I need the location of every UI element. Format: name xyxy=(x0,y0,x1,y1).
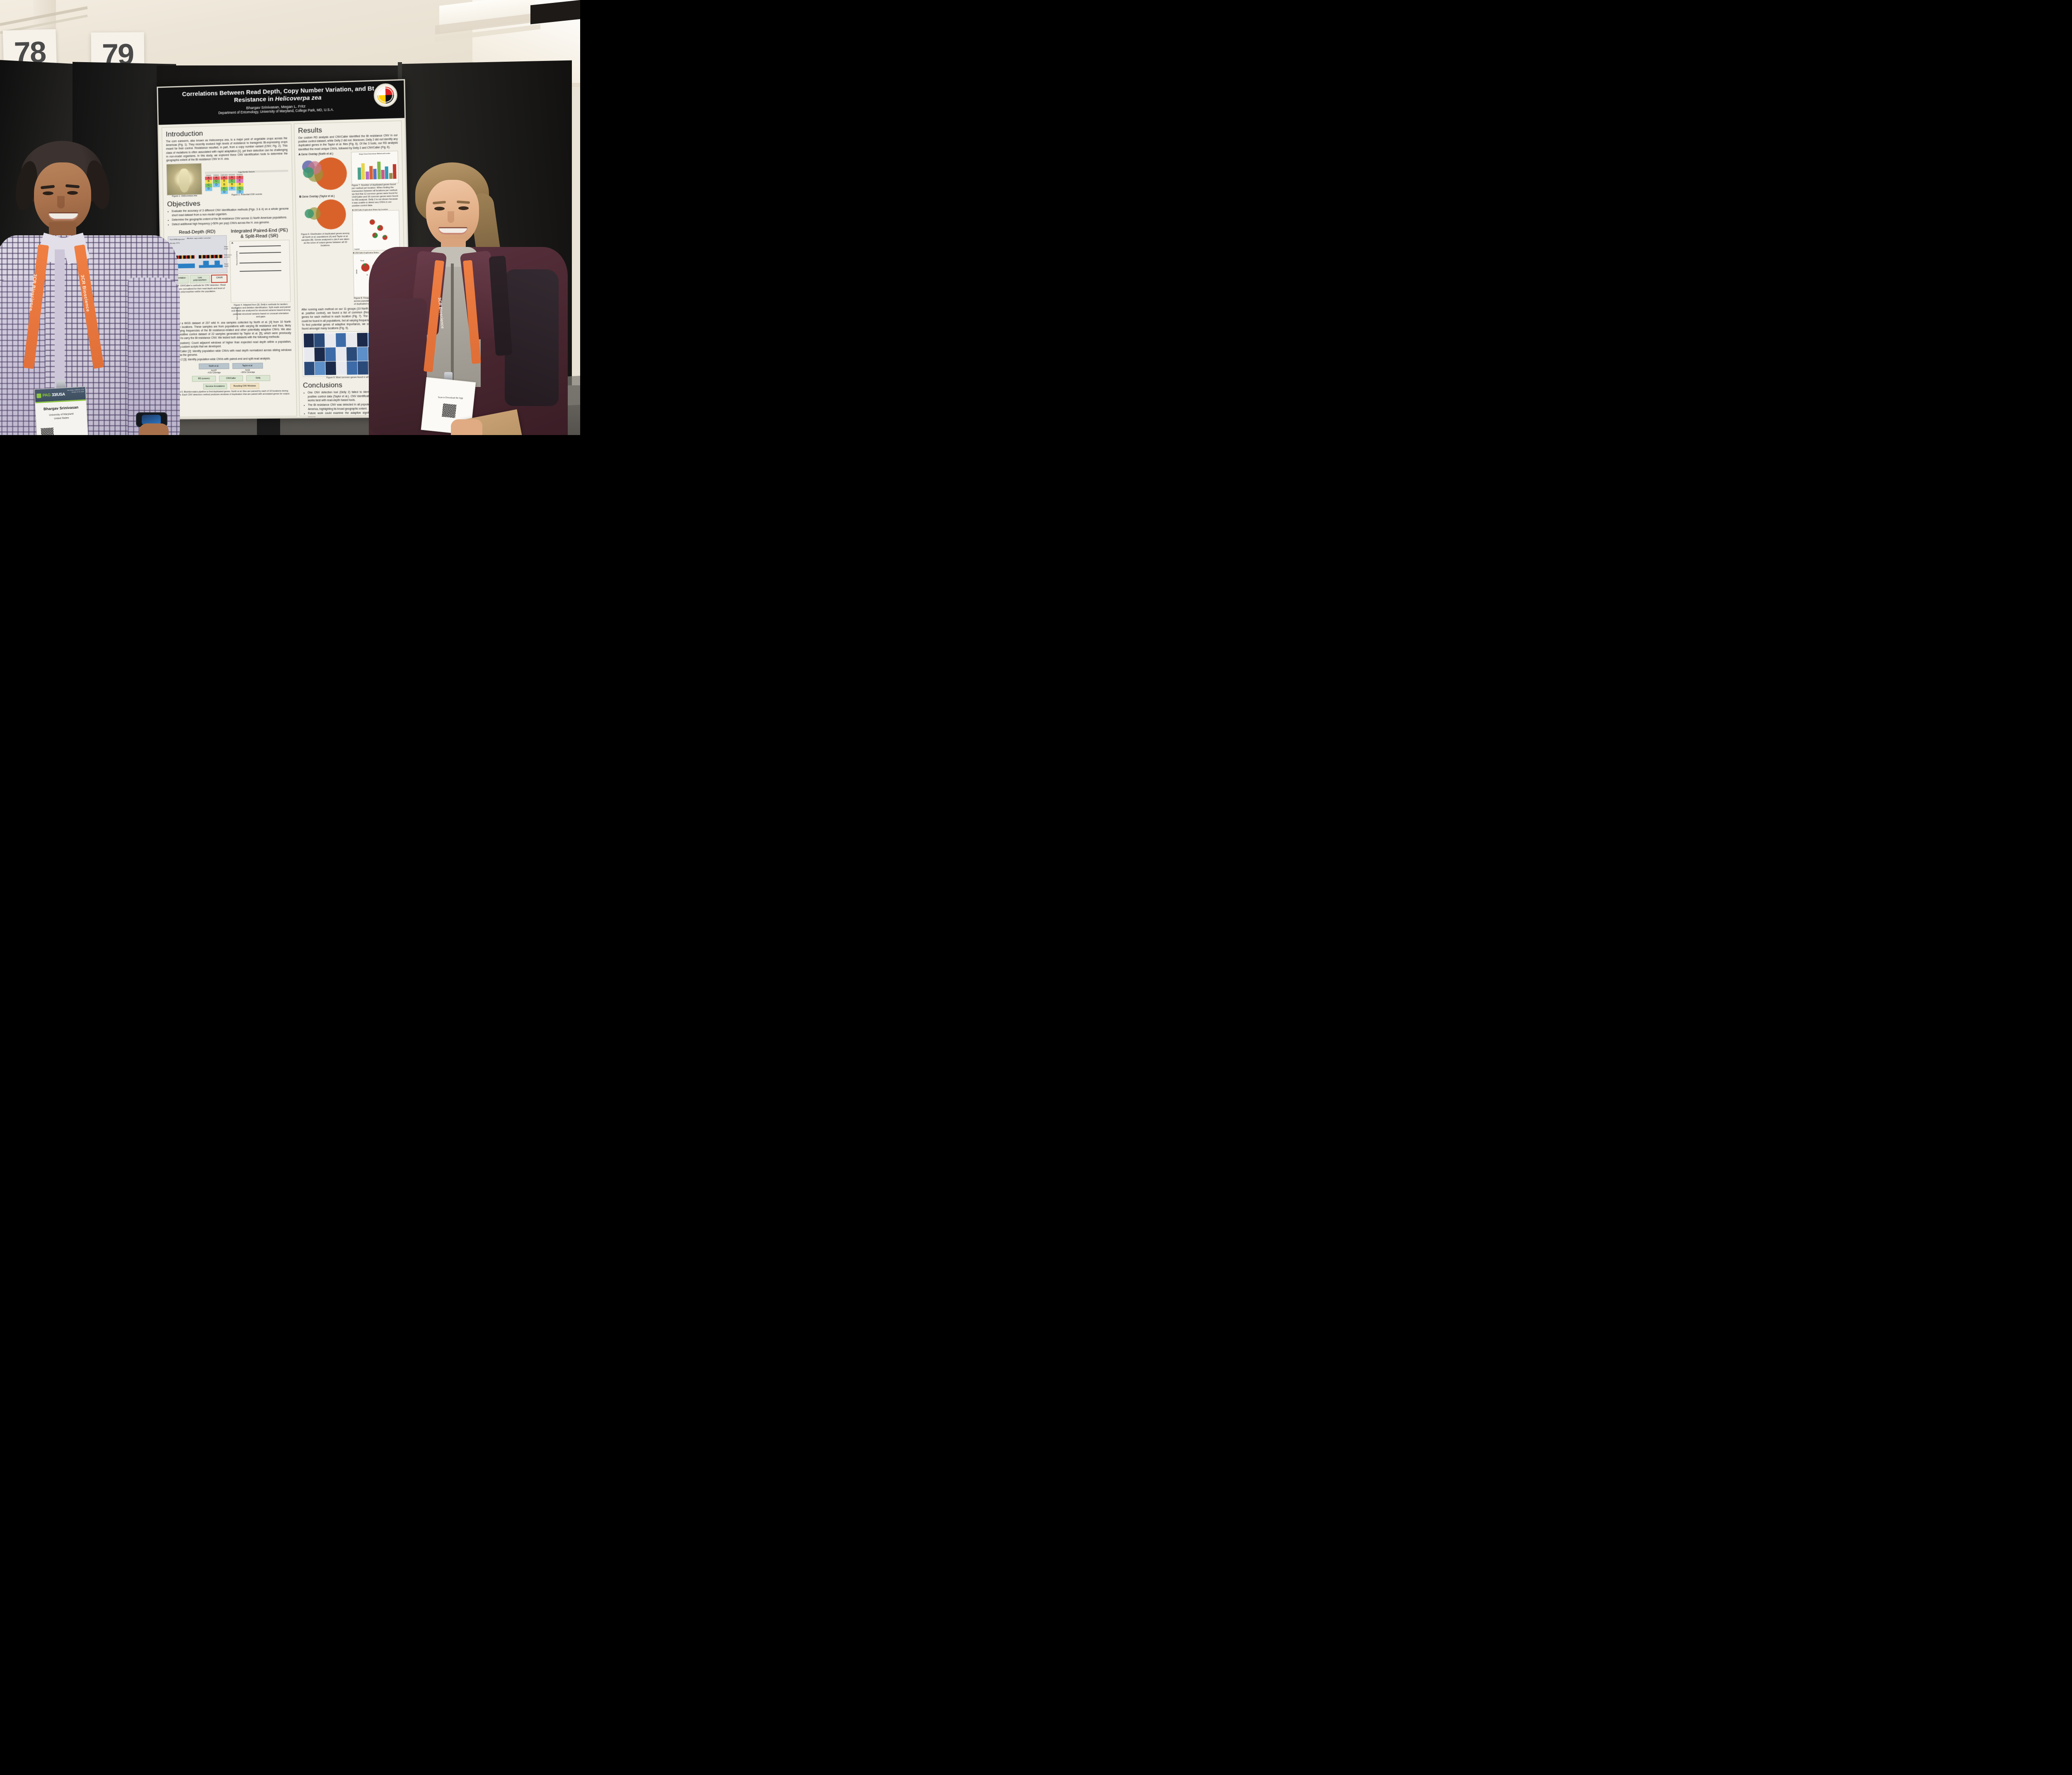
eye xyxy=(458,206,469,210)
rd-box-cnvr: CNVR xyxy=(211,274,228,283)
section-heading-results: Results xyxy=(298,126,322,135)
flow-cov-north: ~6.5x Coverage xyxy=(207,371,221,374)
eye xyxy=(67,191,78,195)
flow-cov-taylor: ~18.6x Coverage xyxy=(240,371,255,373)
person-left-bhargav-srinivasan: 3CR Bioscience 3CR Bioscience PAG 33/USA… xyxy=(0,141,195,435)
flow-output-windows: Resulting CNV Windows xyxy=(230,383,259,389)
hand xyxy=(451,419,482,435)
smile xyxy=(438,227,467,235)
cnv-column: Deletion A C D xyxy=(213,174,220,194)
badge-edition: 33/USA xyxy=(51,392,65,397)
figure-6-venn-b xyxy=(299,197,350,233)
smartwatch-screen xyxy=(142,415,161,425)
badge-location: San Diego, California, USA January 11-15… xyxy=(67,389,85,393)
cnv-column: Insertion A E B C D xyxy=(236,173,244,194)
flow-genome-annotations: Genome Annotations xyxy=(203,383,227,389)
badge-logo-text: PAG xyxy=(42,392,51,398)
smile xyxy=(48,212,78,220)
flow-tool-delly: Delly xyxy=(246,375,270,381)
poster-title-species: Helicoverpa zea xyxy=(275,94,322,103)
badge-name: Bhargav Srinivasan xyxy=(43,405,79,411)
poster-header: Correlations Between Read Depth, Copy Nu… xyxy=(158,80,405,125)
figure-7-chart-title: Unique Genes Detected per Method and Loc… xyxy=(358,152,390,155)
figure-6-venn-a xyxy=(298,155,350,195)
zipper xyxy=(451,264,454,388)
badge-qr-code xyxy=(442,403,457,418)
hand xyxy=(139,423,169,435)
person-right-megan-fritz: 3CR Bioscience Scan to Download the App … xyxy=(352,162,568,435)
pag-leaf-logo-icon xyxy=(36,393,41,398)
cnv-column: Duplication A B B C D xyxy=(220,173,228,194)
cnv-column: Control A B C D xyxy=(205,174,213,195)
badge-organization: University of Maryland United States xyxy=(49,413,74,420)
badge-header: PAG 33/USA San Diego, California, USA Ja… xyxy=(34,387,86,402)
subheading-pe-sr: Integrated Paired-End (PE) & Split-Read … xyxy=(230,227,288,239)
figure-6-caption: Figure 6. Distribution of duplicated gen… xyxy=(301,232,350,247)
results-paragraph-1: Our custom RD analysis and CNVCaller ide… xyxy=(298,134,398,151)
cnv-column: Inversion A C B D xyxy=(228,173,236,191)
conference-photo-scene: 78 79 Correlations Between Read Depth, C… xyxy=(0,0,580,435)
badge-scan-text: Scan to Download the App xyxy=(438,396,463,400)
conference-badge: PAG 33/USA San Diego, California, USA Ja… xyxy=(34,386,89,435)
nose xyxy=(448,211,454,223)
eye xyxy=(434,207,445,210)
badge-qr-code xyxy=(41,428,54,435)
figure-4-caption: Figure 4. Adapted from [3]. Delly's meth… xyxy=(231,303,290,318)
flow-source-taylor: Taylor et al. xyxy=(232,363,263,369)
backpack xyxy=(505,269,559,406)
nose xyxy=(57,196,65,208)
flow-tool-cnvcaller: CNVCaller xyxy=(219,375,243,382)
flow-tool-rd: RD (custom) xyxy=(192,375,216,382)
eye xyxy=(43,191,53,195)
arm xyxy=(128,278,180,435)
cnv-variant-table: Control A B C D Deletion A C D xyxy=(205,172,288,194)
arm xyxy=(369,298,427,435)
figure-4-diagram: A Paired-end clustering Split-read analy… xyxy=(230,240,291,320)
flow-source-north: North et al. xyxy=(198,363,229,370)
figure-6-panel-a-label: A xyxy=(298,153,300,156)
